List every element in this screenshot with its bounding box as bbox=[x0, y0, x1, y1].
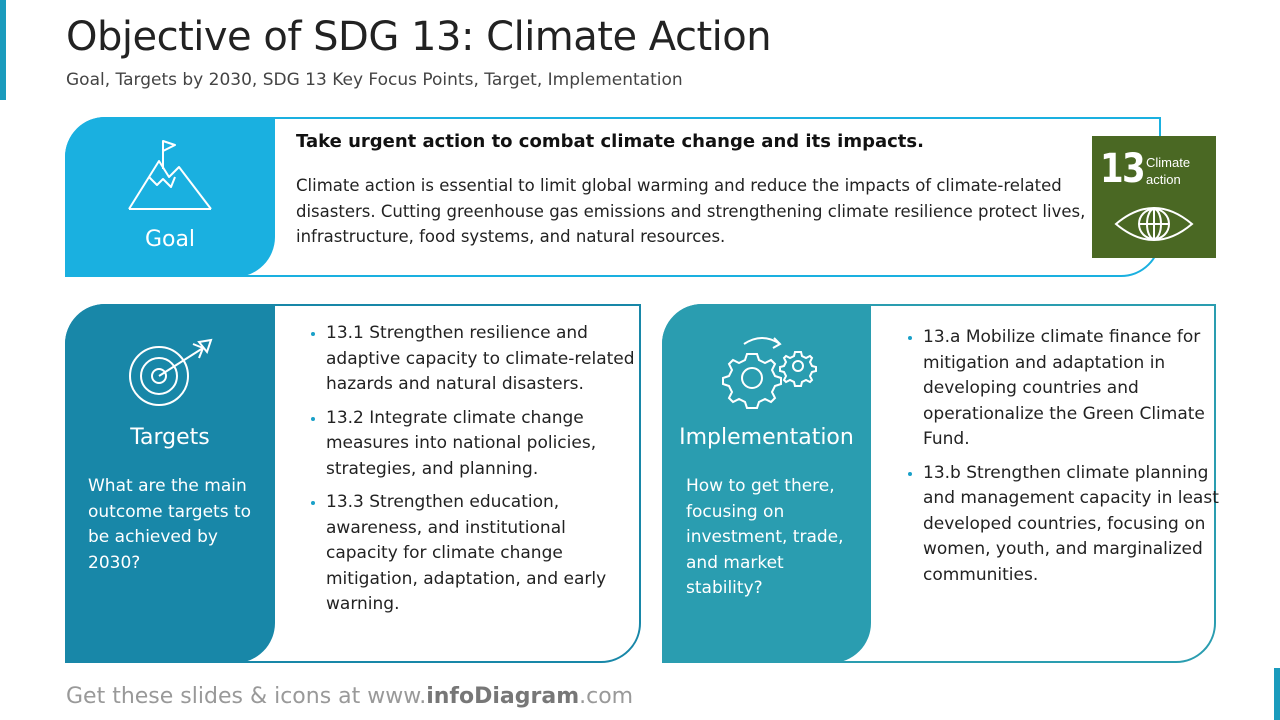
bullet-item: 13.a Mobilize climate finance for mitiga… bbox=[923, 325, 1223, 453]
mountain-icon bbox=[128, 140, 212, 210]
goal-panel: Goal bbox=[65, 117, 275, 277]
footer-brand: infoDiagram bbox=[426, 684, 580, 709]
footer-text: .com bbox=[579, 684, 634, 709]
accent-bar bbox=[0, 0, 6, 100]
implementation-label: Implementation bbox=[679, 425, 854, 450]
goal-text: Climate action is essential to limit glo… bbox=[296, 176, 1086, 246]
targets-panel: Targets What are the main outcome target… bbox=[65, 304, 275, 663]
implementation-list: 13.a Mobilize climate finance for mitiga… bbox=[893, 325, 1223, 596]
accent-bar bbox=[1274, 668, 1280, 720]
bullet-item: 13.2 Integrate climate change measures i… bbox=[326, 406, 642, 483]
footer-text: Get these slides & icons at www. bbox=[66, 684, 427, 709]
footer: Get these slides & icons at www.infoDiag… bbox=[66, 684, 633, 709]
subtitle: Goal, Targets by 2030, SDG 13 Key Focus … bbox=[66, 70, 683, 90]
implementation-panel: Implementation How to get there, focusin… bbox=[662, 304, 871, 663]
bullet-item: 13.3 Strengthen education, awareness, an… bbox=[326, 490, 642, 618]
badge-label: Climate action bbox=[1146, 155, 1191, 187]
title: Objective of SDG 13: Climate Action bbox=[66, 14, 772, 60]
gears-icon bbox=[722, 337, 817, 409]
sdg-badge: 13 Climate action bbox=[1092, 136, 1216, 258]
target-icon bbox=[129, 338, 213, 406]
bullet-item: 13.1 Strengthen resilience and adaptive … bbox=[326, 321, 642, 398]
bullet-item: 13.b Strengthen climate planning and man… bbox=[923, 461, 1223, 589]
targets-list: 13.1 Strengthen resilience and adaptive … bbox=[296, 321, 642, 626]
targets-question: What are the main outcome targets to be … bbox=[88, 476, 252, 573]
goal-heading: Take urgent action to combat climate cha… bbox=[296, 131, 924, 152]
implementation-question: How to get there, focusing on investment… bbox=[686, 476, 844, 598]
badge-number: 13 bbox=[1100, 146, 1146, 192]
targets-label: Targets bbox=[130, 425, 210, 450]
eye-icon bbox=[1114, 207, 1194, 241]
goal-label: Goal bbox=[144, 227, 196, 252]
